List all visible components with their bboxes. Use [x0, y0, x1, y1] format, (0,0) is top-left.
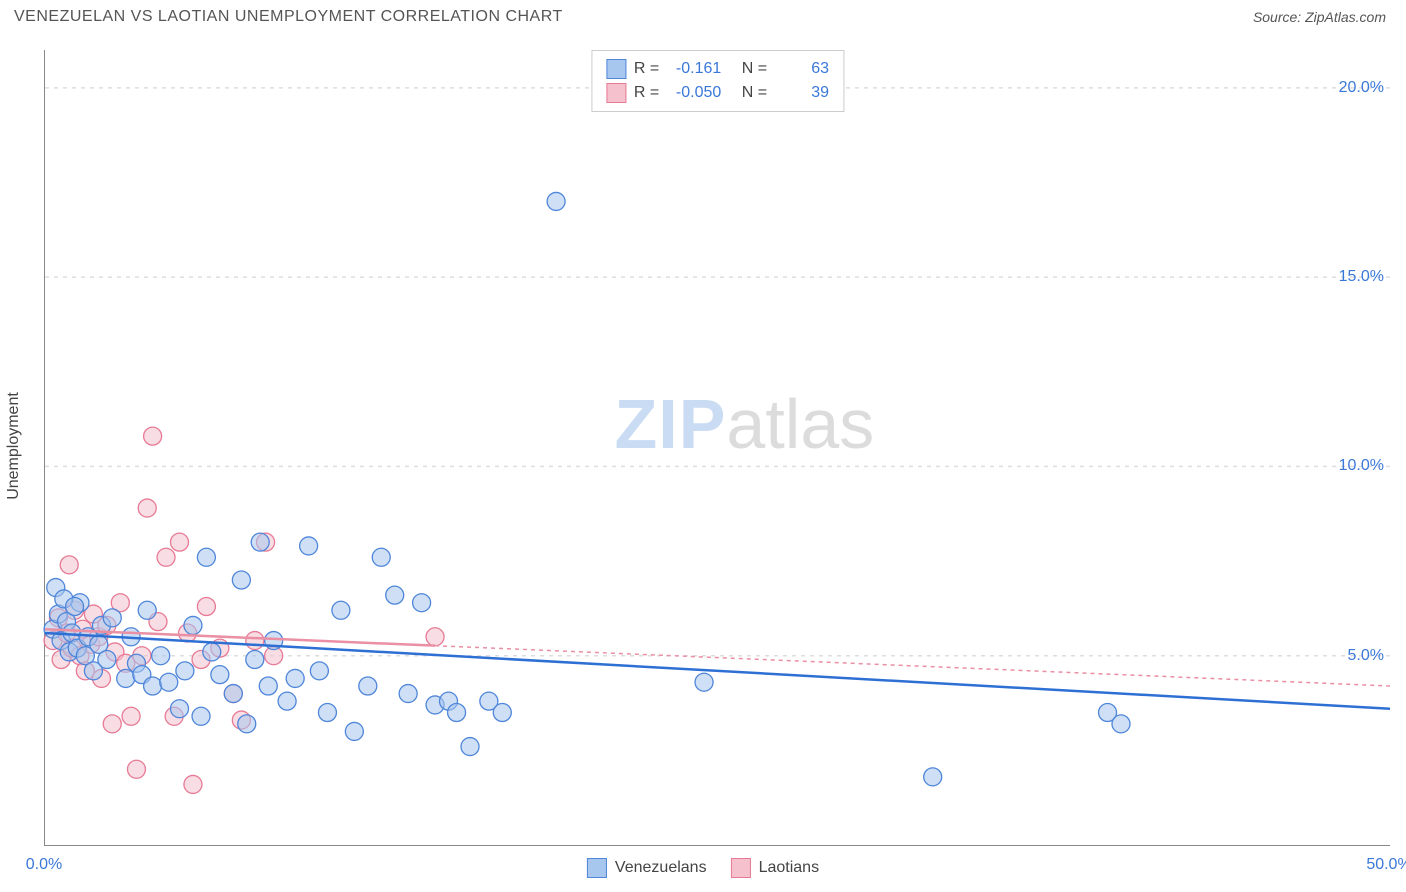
n-value-1: 39 [775, 81, 829, 105]
ytick-label: 10.0% [1339, 457, 1384, 475]
y-axis-label: Unemployment [5, 392, 23, 500]
ytick-label: 20.0% [1339, 79, 1384, 97]
ytick-label: 15.0% [1339, 268, 1384, 286]
n-value-0: 63 [775, 57, 829, 81]
legend-label-1: Laotians [759, 859, 820, 877]
xtick-label: 0.0% [26, 856, 62, 874]
n-label: N = [742, 81, 767, 105]
r-label: R = [634, 57, 659, 81]
bottom-legend: Venezuelans Laotians [587, 858, 819, 878]
ytick-label: 5.0% [1348, 647, 1384, 665]
legend-item-0: Venezuelans [587, 858, 707, 878]
legend-label-0: Venezuelans [615, 859, 707, 877]
legend-swatch-0 [587, 858, 607, 878]
scatter-svg [45, 50, 1390, 845]
legend-item-1: Laotians [731, 858, 820, 878]
plot-area: ZIPatlas R = -0.161 N = 63 R = -0.050 N … [44, 50, 1390, 846]
r-value-0: -0.161 [667, 57, 721, 81]
stats-legend-box: R = -0.161 N = 63 R = -0.050 N = 39 [591, 50, 844, 112]
stats-row-1: R = -0.050 N = 39 [606, 81, 829, 105]
swatch-laotians [606, 83, 626, 103]
source-name: ZipAtlas.com [1305, 9, 1386, 25]
swatch-venezuelans [606, 59, 626, 79]
source-attribution: Source: ZipAtlas.com [1253, 9, 1386, 25]
legend-swatch-1 [731, 858, 751, 878]
n-label: N = [742, 57, 767, 81]
xtick-label: 50.0% [1366, 856, 1406, 874]
r-value-1: -0.050 [667, 81, 721, 105]
stats-row-0: R = -0.161 N = 63 [606, 57, 829, 81]
source-prefix: Source: [1253, 9, 1305, 25]
chart-title: VENEZUELAN VS LAOTIAN UNEMPLOYMENT CORRE… [14, 8, 563, 26]
r-label: R = [634, 81, 659, 105]
